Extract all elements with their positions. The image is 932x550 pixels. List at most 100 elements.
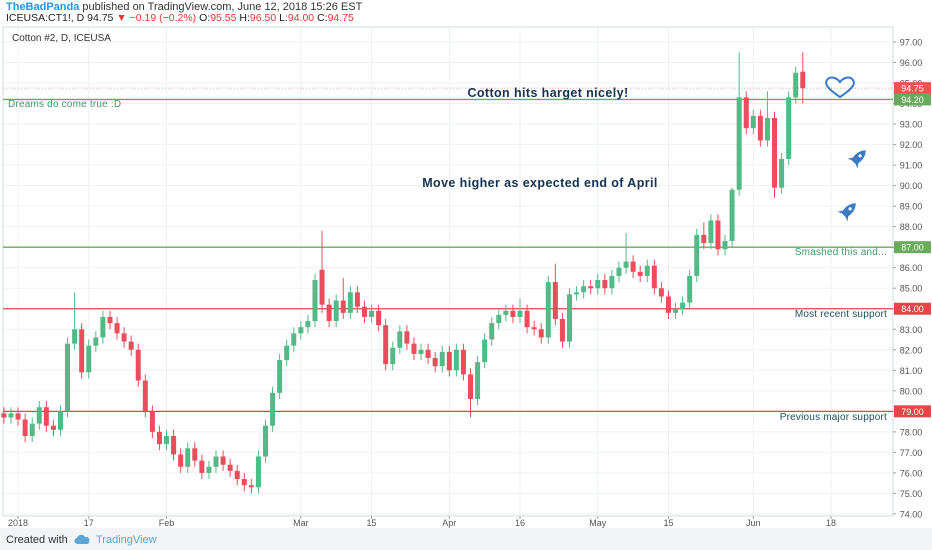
candle-body [786,97,792,159]
y-tick-label: 83.00 [900,325,923,335]
candle-body [616,267,622,276]
candle-body [312,280,318,322]
candle-body [262,425,268,457]
y-tick-label: 82.00 [900,345,923,355]
ohlc-value: 95.55 [210,12,239,24]
y-tick-label: 80.00 [900,386,923,396]
y-tick-label: 86.00 [900,263,923,273]
candle-body [291,333,297,346]
y-tick-label: 76.00 [900,468,923,478]
candle-body [503,310,509,315]
price-badge [894,405,931,418]
candle-body [93,337,99,346]
candle-body [298,327,304,334]
footer-brand[interactable]: TradingView [96,534,157,546]
change: ▼ −0.19 (−0.2%) [116,12,199,24]
candle-body [149,411,155,432]
annotation: Move higher as expected end of April [422,176,658,190]
candle-body [22,419,28,436]
x-tick-label: 15 [367,518,377,528]
y-tick-label: 75.00 [900,489,923,499]
rocket-icon [847,150,866,169]
candle-body [36,407,42,424]
y-tick-label: 88.00 [900,222,923,232]
author[interactable]: TheBadPanda [6,1,80,13]
candle-body [220,456,226,465]
x-tick-label: Mar [293,518,309,528]
price-badge [894,93,931,106]
price-badge-label: 84.00 [901,304,924,314]
candle-body [510,310,516,317]
y-tick-label: 93.00 [900,120,923,130]
candle-body [404,331,410,344]
candle-body [411,343,417,354]
candle-body [736,97,742,190]
candle-body [326,304,332,322]
y-tick-label: 74.00 [900,509,923,519]
candle-body [559,319,565,342]
candle-body [383,325,389,365]
legend-line: ICEUSA:CT1!, D 94.75 ▼ −0.19 (−0.2%) O:9… [6,12,354,24]
footer-prefix: Created with [6,534,68,546]
price-badge [894,241,931,254]
candle-body [750,115,756,129]
rocket-icon [837,203,856,222]
candle-body [15,413,21,420]
x-tick-label: 17 [84,518,94,528]
candle-body [8,413,14,418]
candle-body [772,117,778,188]
candle-body [538,329,544,338]
chart-title: Cotton #2, D, ICEUSA [12,33,111,44]
annotation: Most recent support [795,309,887,320]
candle-body [581,286,587,293]
candle-body [482,339,488,363]
candle-body [284,345,290,361]
plot-frame [2,26,894,517]
candle-body [665,296,671,313]
axes: 74.00 75.00 76.00 77.00 78.00 79.00 80.00 81.00… [8,37,931,528]
ohlc-label: H: [239,12,250,24]
candle-body [50,425,56,430]
candle-body [673,308,679,313]
candle-body [192,448,198,461]
candle-body [57,411,63,430]
annotation: Previous major support [780,412,887,423]
candle-body [164,435,170,445]
y-tick-label: 77.00 [900,448,923,458]
candle-body [319,269,325,305]
candle-body [637,271,643,276]
candle-body [354,292,360,307]
candle-body [369,310,375,317]
candle-body [779,158,785,188]
candle-body [602,280,608,289]
publish-line: TheBadPanda published on TradingView.com… [6,1,363,13]
candle-body [171,435,177,455]
price-badge-label: 94.75 [901,84,924,94]
candle-body [800,71,806,89]
price-badge [894,302,931,315]
candle-body [376,310,382,326]
candle-body [255,456,261,488]
footer-bar [0,528,932,550]
candle-body [651,265,657,289]
candle-body [517,310,523,317]
y-tick-label: 81.00 [900,366,923,376]
annotation: Smashed this and... [795,247,887,258]
ohlc-label: L: [279,12,288,24]
price-badge [894,82,931,95]
published: published on TradingView.com, June 12, 2… [79,1,362,13]
y-tick-label: 91.00 [900,161,923,171]
candle-body [86,345,92,373]
last-price: 94.75 [87,12,116,24]
price-badge-label: 79.00 [901,407,924,417]
candle-body [524,310,530,328]
candle-body [793,72,799,98]
candle-body [722,241,728,250]
ohlc-value: 94.00 [288,12,317,24]
candle-body [475,362,481,400]
candle-body [128,341,134,350]
y-tick-label: 97.00 [900,37,923,47]
candle-body [277,360,283,393]
